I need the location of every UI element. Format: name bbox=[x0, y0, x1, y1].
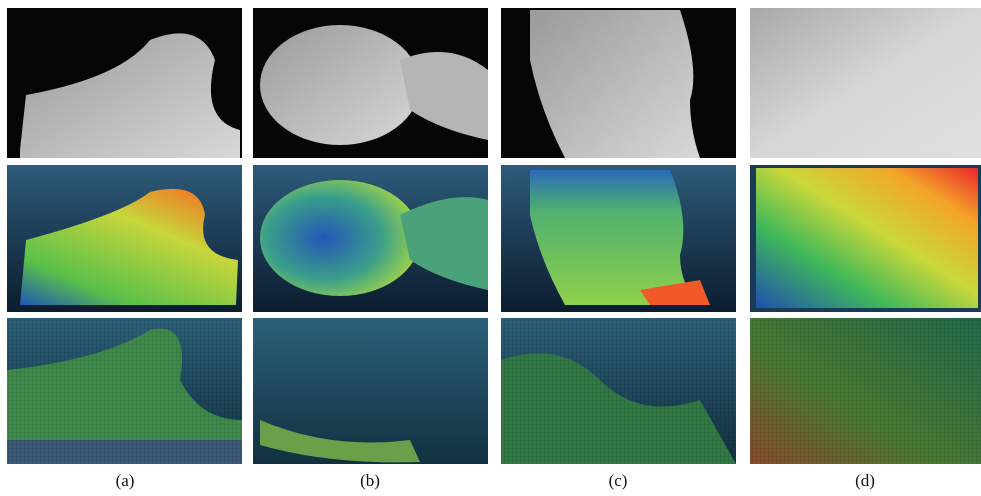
depth-b-object bbox=[260, 180, 420, 296]
caption: (b) bbox=[360, 471, 380, 490]
depth-d-object bbox=[756, 168, 978, 308]
caption: (d) bbox=[855, 471, 875, 490]
figure: (a) (b) (c) (d) bbox=[0, 0, 981, 496]
caption: (c) bbox=[609, 471, 628, 490]
photo-d bbox=[750, 8, 981, 158]
caption: (a) bbox=[116, 471, 135, 490]
photo-c-object bbox=[530, 10, 700, 158]
photo-b-object bbox=[260, 25, 420, 145]
